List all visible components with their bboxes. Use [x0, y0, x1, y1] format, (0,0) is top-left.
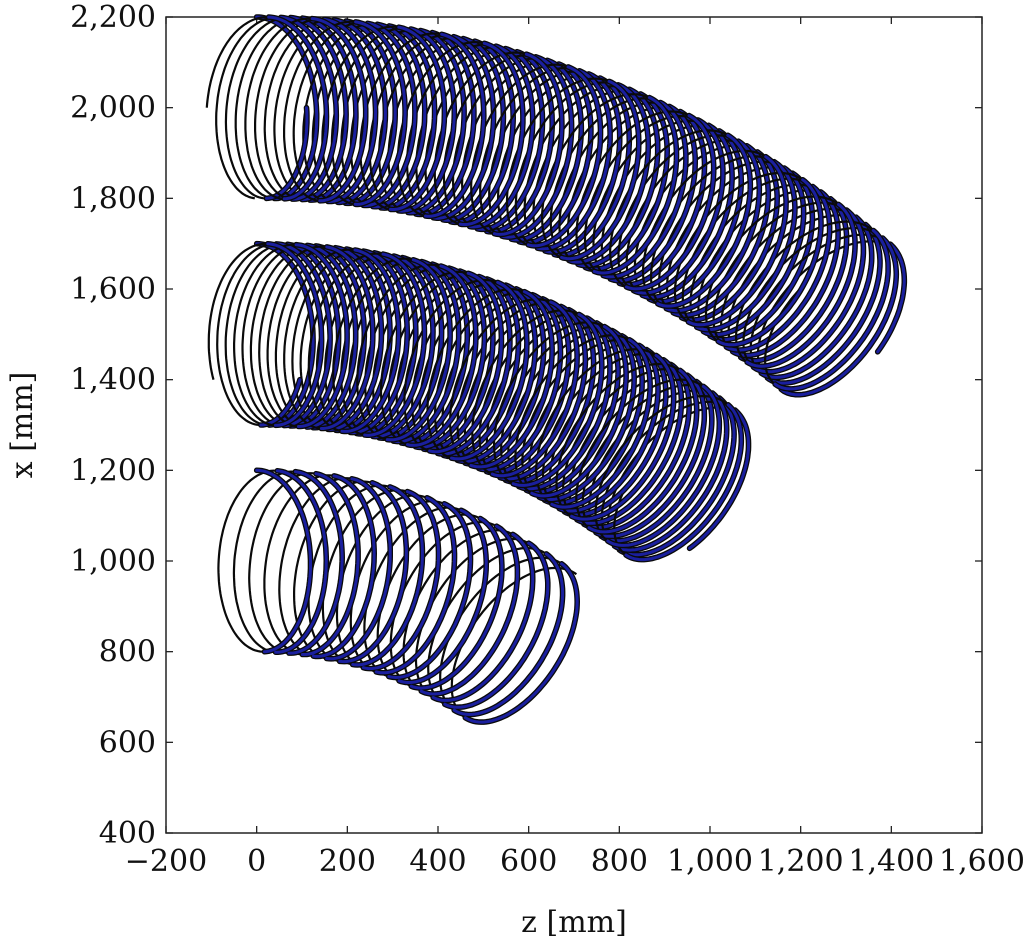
x-tick-label: 800 [591, 844, 648, 879]
y-tick-label: 1,000 [70, 544, 156, 579]
coil-front-strand [265, 16, 906, 379]
coil-front-strand [266, 242, 743, 562]
coil-series [207, 240, 752, 563]
coil-series [217, 467, 581, 725]
y-tick-label: 400 [99, 816, 156, 851]
x-tick-label: 200 [319, 844, 376, 879]
y-tick-label: 1,200 [70, 453, 156, 488]
x-tick-label: −200 [125, 844, 207, 879]
coil-front-strand [255, 468, 579, 724]
coil-series [205, 14, 908, 398]
coil-front-strand [279, 15, 898, 397]
y-tick-label: 1,400 [70, 363, 156, 398]
coil-back-strand [217, 469, 578, 718]
y-axis-title: x [mm] [5, 372, 40, 479]
x-tick-label: 1,600 [939, 844, 1025, 879]
ticks: −200 0 200 400 600 800 1,000 1,200 1,400 1,600400… [70, 0, 1025, 879]
x-axis-title: z [mm] [521, 905, 627, 940]
y-tick-label: 1,600 [70, 272, 156, 307]
coil-front-strand [267, 15, 890, 391]
y-tick-label: 600 [99, 725, 156, 760]
y-tick-label: 2,000 [70, 91, 156, 126]
x-tick-label: 1,400 [848, 844, 934, 879]
x-tick-label: 1,200 [758, 844, 844, 879]
series-layer [205, 14, 908, 725]
coil-back-strand [207, 242, 727, 555]
x-tick-label: 400 [409, 844, 466, 879]
y-tick-label: 800 [99, 635, 156, 670]
plot-frame [165, 16, 983, 834]
y-tick-label: 1,800 [70, 181, 156, 216]
x-tick-label: 600 [500, 844, 557, 879]
coil-front-strand [259, 242, 750, 552]
x-tick-label: 0 [247, 844, 266, 879]
coil-front-strand [255, 15, 882, 385]
x-tick-label: 1,000 [667, 844, 753, 879]
y-tick-label: 2,200 [70, 0, 156, 35]
